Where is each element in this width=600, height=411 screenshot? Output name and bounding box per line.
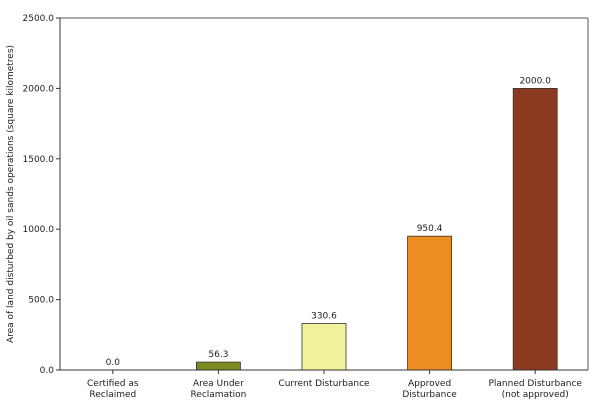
y-tick-label: 2000.0 bbox=[23, 84, 55, 94]
bar-value-label: 2000.0 bbox=[519, 76, 551, 86]
x-tick-label: Certified as Reclaimed bbox=[87, 379, 139, 400]
bar bbox=[512, 88, 558, 371]
y-tick-label: 2500.0 bbox=[23, 14, 55, 24]
x-tick-label: Area Under Reclamation bbox=[190, 379, 246, 400]
x-tick-label: Approved Disturbance bbox=[402, 379, 457, 400]
y-tick-label: 0.0 bbox=[40, 366, 55, 376]
x-tick-label: Planned Disturbance (not approved) bbox=[488, 379, 582, 400]
bar bbox=[301, 323, 347, 371]
y-axis-title: Area of land disturbed by oil sands oper… bbox=[6, 45, 16, 343]
bar-value-label: 0.0 bbox=[106, 358, 121, 368]
bar-value-label: 330.6 bbox=[311, 311, 337, 321]
bar-value-label: 950.4 bbox=[417, 224, 443, 234]
x-tick-label: Current Disturbance bbox=[278, 379, 370, 389]
bar bbox=[195, 361, 241, 371]
y-tick-label: 1000.0 bbox=[23, 225, 55, 235]
bar-value-label: 56.3 bbox=[208, 350, 228, 360]
y-tick-label: 1500.0 bbox=[23, 155, 55, 165]
y-tick-label: 500.0 bbox=[28, 296, 54, 306]
bar bbox=[407, 235, 453, 371]
